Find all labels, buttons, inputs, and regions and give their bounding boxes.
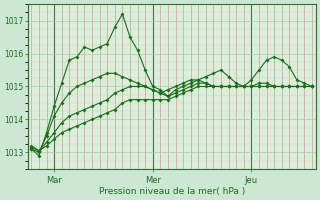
X-axis label: Pression niveau de la mer( hPa ): Pression niveau de la mer( hPa ) bbox=[99, 187, 245, 196]
